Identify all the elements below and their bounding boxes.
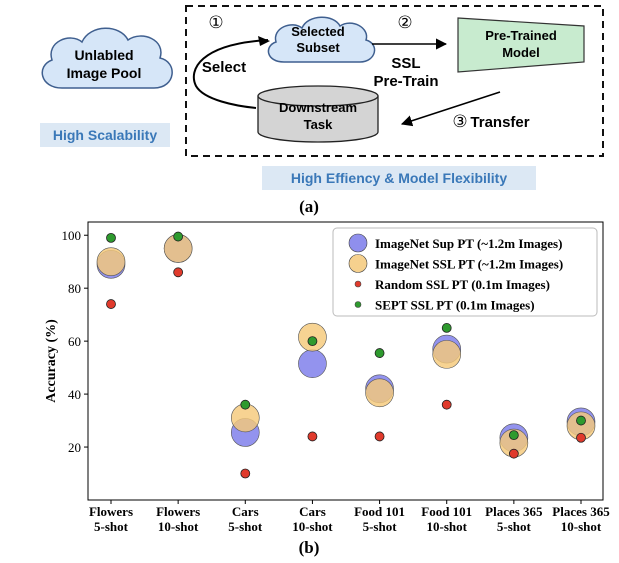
- series-1-point: [432, 340, 462, 369]
- legend-marker: [348, 233, 368, 253]
- subset-label-line1: Selected: [291, 24, 345, 39]
- series-1-point: [96, 247, 126, 277]
- legend-label: ImageNet SSL PT (~1.2m Images): [375, 257, 563, 272]
- series-2-point: [173, 267, 184, 278]
- x-tick-label: 10-shot: [426, 519, 467, 534]
- y-tick-label: 100: [62, 228, 82, 243]
- legend-label: Random SSL PT (0.1m Images): [375, 277, 550, 292]
- series-3-point: [173, 231, 184, 242]
- legend: ImageNet Sup PT (~1.2m Images) ImageNet S…: [332, 227, 598, 317]
- step-2-marker: ②: [397, 13, 412, 32]
- plot-frame: [87, 221, 604, 501]
- efficiency-badge: High Effiency & Model Flexibility: [291, 170, 507, 186]
- step-3-marker: ③: [452, 112, 467, 131]
- x-tick-label: Food 101: [354, 504, 405, 519]
- select-arrow-head: [258, 36, 270, 46]
- series-2-point: [240, 468, 251, 479]
- series-2-point: [576, 432, 586, 443]
- x-tick-label: 5-shot: [94, 519, 129, 534]
- series-2-point: [374, 431, 385, 442]
- x-tick-label: Places 365: [552, 504, 610, 519]
- diagram-panel: Unlabled Image Pool High Scalability Sel…: [40, 5, 604, 216]
- series-3-point: [576, 415, 586, 426]
- selected-subset-cloud: Selected Subset: [267, 16, 376, 63]
- caption-b: (b): [299, 538, 320, 557]
- ssl-label-line1: SSL: [391, 55, 420, 72]
- scalability-badge: High Scalability: [53, 127, 157, 143]
- select-label: Select: [202, 59, 246, 76]
- scalability-badge-bg: [40, 123, 170, 147]
- legend-label: ImageNet Sup PT (~1.2m Images): [375, 236, 562, 251]
- x-tick-label: Places 365: [485, 504, 543, 519]
- legend-marker: [354, 280, 362, 288]
- legend-label: SEPT SSL PT (0.1m Images): [375, 298, 535, 313]
- task-label-line1: Downstream: [279, 100, 357, 115]
- image-pool-label-line1: Unlabled: [74, 47, 133, 63]
- pretrained-model-shape: [457, 17, 585, 73]
- x-tick-label: 10-shot: [292, 519, 333, 534]
- legend-box: [332, 227, 598, 317]
- series-0-point: [298, 349, 327, 378]
- transfer-arrow: [400, 91, 501, 127]
- task-label-line2: Task: [304, 117, 333, 132]
- series-2-point: [441, 399, 452, 410]
- x-tick-label: 5-shot: [497, 519, 532, 534]
- x-tick-label: Food 101: [421, 504, 472, 519]
- subset-label-line2: Subset: [296, 40, 340, 55]
- x-tick-label: Flowers: [89, 504, 133, 519]
- efficiency-badge-bg: [262, 166, 536, 190]
- x-tick-label: Cars: [299, 504, 326, 519]
- series-2-point: [106, 299, 116, 309]
- series-3-point: [441, 323, 452, 333]
- series-2-point: [307, 431, 318, 442]
- x-tick-label: 10-shot: [158, 519, 199, 534]
- series-3-point: [106, 232, 116, 243]
- legend-marker: [348, 254, 368, 273]
- x-tick-label: Cars: [232, 504, 259, 519]
- image-pool-label-line2: Image Pool: [67, 65, 142, 81]
- dashed-region: [185, 5, 604, 157]
- model-label-line1: Pre-Trained: [485, 28, 557, 43]
- y-tick-label: 60: [68, 334, 81, 349]
- series-2-point: [508, 448, 519, 459]
- series-3-point: [240, 399, 251, 410]
- x-tick-label: 5-shot: [363, 519, 398, 534]
- select-curve-arrow: [192, 39, 269, 109]
- x-tick-label: Flowers: [156, 504, 200, 519]
- transfer-label: Transfer: [470, 114, 529, 131]
- y-axis-label: Accuracy (%): [44, 319, 59, 403]
- y-tick-label: 20: [68, 440, 81, 455]
- image-pool-cloud: Unlabled Image Pool: [41, 27, 173, 89]
- y-tick-label: 40: [68, 387, 81, 402]
- x-tick-label: 10-shot: [561, 519, 602, 534]
- x-tick-label: 5-shot: [228, 519, 263, 534]
- series-1-point: [365, 378, 394, 408]
- model-label-line2: Model: [502, 45, 540, 60]
- legend-marker: [354, 301, 362, 308]
- ssl-label-line2: Pre-Train: [373, 73, 438, 90]
- series-3-point: [307, 336, 318, 347]
- step-1-marker: ①: [208, 13, 223, 32]
- caption-a: (a): [299, 197, 319, 216]
- y-tick-label: 80: [68, 281, 81, 296]
- downstream-task-cylinder: Downstream Task: [257, 85, 379, 143]
- series-3-point: [508, 430, 519, 441]
- series-3-point: [374, 348, 385, 358]
